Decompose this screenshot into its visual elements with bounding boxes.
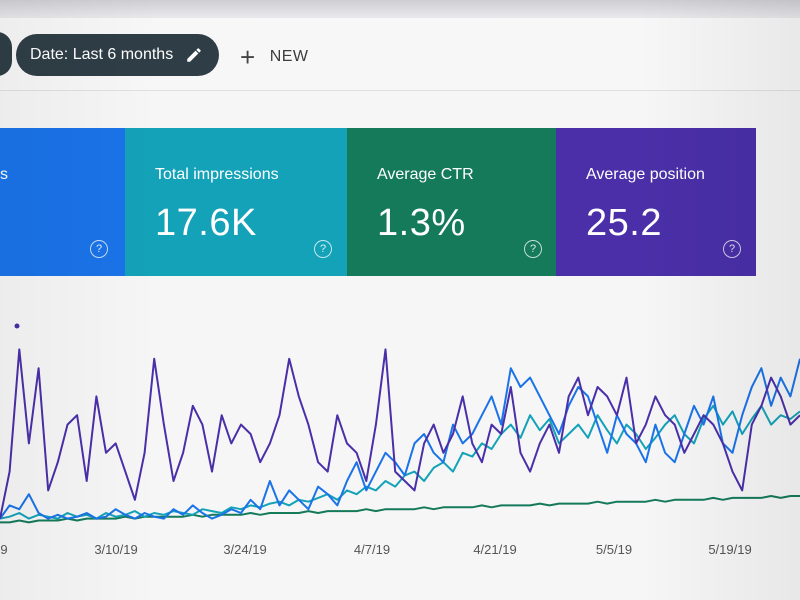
x-tick-label: 9 <box>0 542 8 557</box>
help-icon[interactable]: ? <box>314 240 332 258</box>
metric-value: 17.6K <box>155 202 257 244</box>
filter-toolbar: Date: Last 6 months + NEW <box>0 18 800 91</box>
metric-label: Average CTR <box>377 166 474 183</box>
x-tick-label: 5/5/19 <box>595 542 633 557</box>
help-icon[interactable]: ? <box>524 240 542 258</box>
metric-value: 1.3% <box>377 202 466 244</box>
date-filter-chip[interactable]: Date: Last 6 months <box>16 34 220 76</box>
chart-plot <box>0 323 800 524</box>
new-filter-button[interactable]: + NEW <box>240 40 309 74</box>
series-line[interactable] <box>0 358 800 520</box>
x-tick-label: 3/24/19 <box>223 542 267 557</box>
metric-card-position[interactable]: Average position 25.2 ? <box>556 128 756 276</box>
metric-card-clicks[interactable]: s ? <box>0 128 125 276</box>
metric-label: Average position <box>586 166 705 183</box>
help-icon[interactable]: ? <box>90 240 108 258</box>
bezel <box>0 0 800 18</box>
x-tick-label: 4/7/19 <box>353 542 391 557</box>
series-point[interactable] <box>14 323 20 329</box>
metric-label: s <box>0 166 8 183</box>
performance-chart: 9 3/10/19 3/24/19 4/7/19 4/21/19 5/5/19 … <box>0 300 800 600</box>
x-tick-label: 3/10/19 <box>94 542 138 557</box>
plus-icon: + <box>240 42 256 72</box>
new-label: NEW <box>269 48 309 65</box>
x-tick-label: 4/21/19 <box>473 542 517 557</box>
series-line[interactable] <box>0 495 800 524</box>
metric-cards: s ? Total impressions 17.6K ? Average CT… <box>0 128 800 276</box>
metric-value: 25.2 <box>586 202 662 244</box>
pencil-icon[interactable] <box>185 46 203 64</box>
series-line[interactable] <box>0 404 800 520</box>
date-filter-label: Date: Last 6 months <box>30 46 174 63</box>
metric-label: Total impressions <box>155 166 279 183</box>
x-tick-label: 5/19/19 <box>708 542 752 557</box>
previous-filter-chip[interactable] <box>0 32 12 76</box>
help-icon[interactable]: ? <box>723 240 741 258</box>
metric-card-ctr[interactable]: Average CTR 1.3% ? <box>347 128 556 276</box>
series-line[interactable] <box>0 348 800 519</box>
metric-card-impressions[interactable]: Total impressions 17.6K ? <box>125 128 347 276</box>
